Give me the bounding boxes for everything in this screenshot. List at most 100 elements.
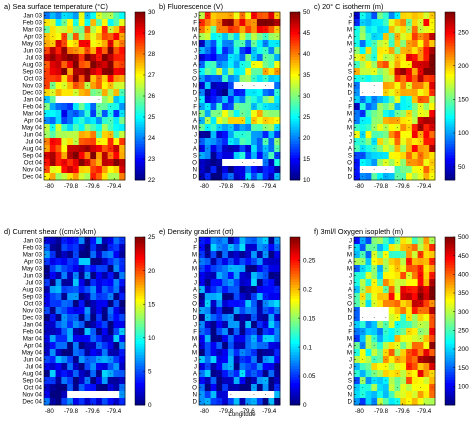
colorbar-segment (290, 382, 300, 386)
heatmap-cell (274, 75, 281, 83)
sample-dot (241, 112, 243, 115)
heatmap-cell (239, 68, 246, 76)
y-tick-label: M (347, 125, 352, 132)
colorbar-segment (135, 166, 145, 170)
heatmap-cell (400, 47, 407, 55)
heatmap-cell (84, 363, 91, 371)
heatmap-cell (268, 159, 275, 167)
sample-dot (109, 154, 112, 157)
sample-dot (98, 112, 100, 115)
colorbar-segment (445, 70, 455, 74)
heatmap-cell (210, 377, 217, 385)
y-tick-label: J (349, 13, 352, 20)
heatmap-cell (84, 286, 91, 294)
y-tick-label: Aug 03 (22, 287, 42, 294)
heatmap-cell (199, 307, 206, 315)
heatmap-cell (233, 391, 240, 399)
heatmap-cell (44, 370, 51, 378)
y-tick-label: J (349, 55, 352, 62)
heatmap-cell (394, 96, 401, 104)
colorbar-segment (135, 126, 145, 130)
sample-dot (253, 330, 255, 333)
colorbar-segment (135, 295, 145, 299)
heatmap-cell (44, 75, 51, 83)
heatmap-cell (394, 68, 401, 76)
heatmap-cell (61, 166, 68, 174)
sample-dot (98, 77, 100, 80)
sample-dot (276, 281, 278, 284)
x-tick-label: -79.4 (417, 408, 432, 415)
sample-dot (431, 302, 433, 305)
heatmap-cell (107, 89, 114, 97)
colorbar-segment (135, 385, 145, 389)
heatmap-cell (423, 244, 430, 252)
y-tick-label: S (193, 153, 197, 160)
sample-dot (276, 274, 278, 277)
heatmap-cell (262, 61, 269, 69)
heatmap-cell (400, 173, 407, 181)
heatmap-cell (119, 356, 126, 364)
heatmap-cell (72, 75, 80, 83)
heatmap-cell (274, 47, 281, 55)
heatmap-cell (216, 286, 223, 294)
heatmap-cell (101, 131, 109, 139)
heatmap-cell (429, 265, 436, 273)
heatmap-cell (388, 117, 395, 125)
heatmap-cell (113, 237, 120, 245)
sample-dot (121, 112, 123, 115)
heatmap-cell (423, 131, 430, 139)
heatmap-cell (406, 377, 413, 385)
heatmap-cell (233, 286, 240, 294)
heatmap-cell (239, 314, 246, 322)
heatmap-cell (72, 117, 80, 125)
heatmap-cell (113, 293, 120, 301)
y-tick-label: Mar 03 (23, 252, 43, 259)
heatmap-cell (101, 124, 109, 132)
sample-dot (276, 288, 278, 291)
sample-dot (264, 147, 267, 150)
colorbar-segment (290, 138, 300, 142)
heatmap-cell (354, 54, 361, 62)
y-tick-label: Jan 04 (23, 97, 42, 104)
heatmap-cell (227, 349, 235, 357)
sample-dot (264, 267, 267, 270)
heatmap-cell (262, 96, 269, 104)
colorbar-segment (135, 382, 145, 386)
heatmap-cell (365, 377, 372, 385)
heatmap-cell (354, 237, 361, 245)
sample-dot (276, 21, 278, 24)
heatmap-cell (119, 398, 126, 406)
heatmap-cell (72, 349, 80, 357)
heatmap-cell (423, 293, 430, 301)
sample-dot (207, 400, 209, 403)
heatmap-cell (199, 363, 206, 371)
sample-dot (207, 316, 209, 319)
sample-dot (121, 351, 123, 354)
sample-dot (373, 56, 375, 59)
heatmap-cell (49, 68, 56, 76)
heatmap-cell (245, 96, 252, 104)
heatmap-cell (262, 384, 269, 392)
heatmap-cell (204, 370, 211, 378)
heatmap-cell (210, 286, 217, 294)
heatmap-cell (417, 377, 424, 385)
heatmap-cell (245, 335, 252, 343)
heatmap-cell (268, 173, 275, 181)
sample-dot (408, 63, 410, 66)
heatmap-cell (233, 117, 240, 125)
heatmap-cell (107, 342, 114, 350)
heatmap-cell (204, 159, 211, 167)
heatmap-cell (44, 124, 51, 132)
sample-dot (241, 288, 243, 291)
heatmap-cell (199, 328, 206, 336)
y-tick-label: M (347, 336, 352, 343)
sample-dot (241, 91, 243, 94)
heatmap-cell (268, 300, 275, 308)
heatmap-cell (113, 300, 120, 308)
heatmap-cell (233, 26, 240, 34)
heatmap-cell (377, 61, 384, 69)
heatmap-cell (245, 117, 252, 125)
sample-dot (241, 344, 243, 347)
heatmap-cell (101, 244, 109, 252)
heatmap-cell (354, 40, 361, 48)
